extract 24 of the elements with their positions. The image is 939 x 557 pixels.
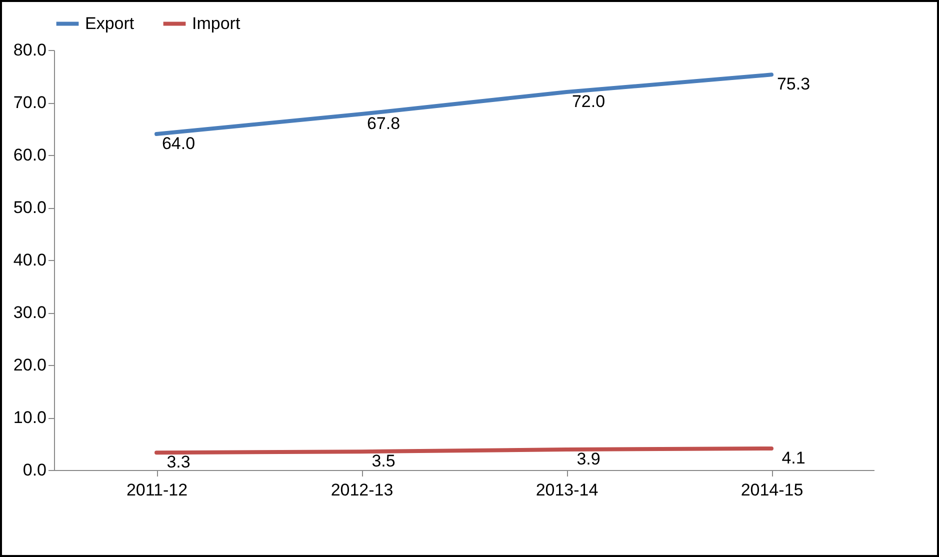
y-tick-label: 10.0 xyxy=(13,408,46,427)
y-tick-label: 80.0 xyxy=(13,40,46,60)
y-tick-label: 0.0 xyxy=(22,460,46,480)
x-tick-label: 2011-12 xyxy=(126,480,188,500)
x-tick-label: 2014-15 xyxy=(740,480,804,500)
legend-label: Export xyxy=(85,14,134,33)
y-tick-label: 30.0 xyxy=(13,303,46,322)
data-label: 3.3 xyxy=(166,452,190,472)
y-tick-label: 70.0 xyxy=(13,93,46,112)
x-tick-label: 2012-13 xyxy=(330,480,394,500)
x-tick-label: 2013-14 xyxy=(536,480,598,500)
line-series xyxy=(154,72,774,136)
data-label: 3.9 xyxy=(576,450,600,469)
data-label: 4.1 xyxy=(782,448,806,468)
data-label: 3.5 xyxy=(372,452,396,471)
y-tick-label: 20.0 xyxy=(13,356,46,374)
y-tick-label: 60.0 xyxy=(13,146,46,164)
data-label: 64.0 xyxy=(162,134,196,153)
data-label: 75.3 xyxy=(776,74,810,94)
data-label: 72.0 xyxy=(572,92,606,111)
data-label: 67.8 xyxy=(366,114,400,134)
y-tick-label: 50.0 xyxy=(13,198,46,217)
y-tick-label: 40.0 xyxy=(13,250,46,270)
legend-label: Import xyxy=(192,14,240,33)
